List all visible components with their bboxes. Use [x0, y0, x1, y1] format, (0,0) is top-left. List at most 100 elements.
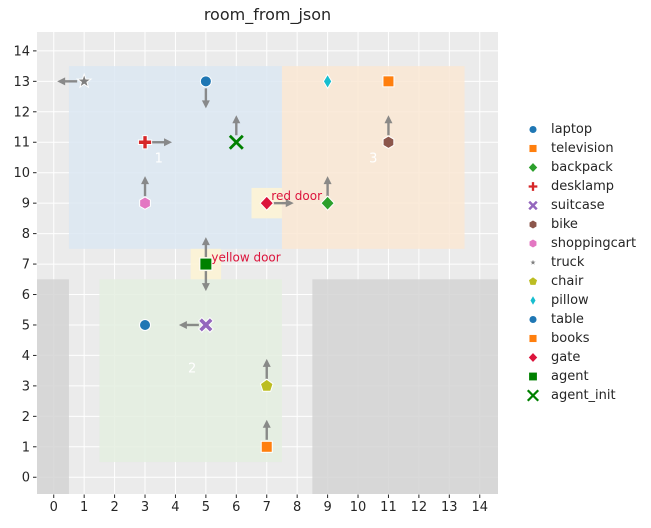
marker-desklamp	[137, 135, 153, 150]
marker-pillow	[322, 73, 333, 90]
x-tick-label-6: 6	[232, 500, 240, 515]
y-tick-label-14: 14	[13, 44, 30, 59]
legend-item-shoppingcart: shoppingcart	[524, 234, 636, 253]
x-tick-label-3: 3	[141, 500, 149, 515]
y-tick-label-3: 3	[22, 379, 30, 394]
region-wall-right	[312, 279, 498, 494]
arrow-chair-up	[262, 358, 271, 379]
legend-marker-agent-icon	[528, 371, 538, 382]
legend-item-truck: truck	[524, 253, 636, 272]
legend-marker-books-icon	[528, 334, 538, 343]
y-tick-label-9: 9	[22, 197, 30, 212]
legend-marker-pillow-icon	[529, 294, 537, 307]
x-tick-label-10: 10	[350, 500, 367, 515]
x-tick-label-2: 2	[110, 500, 118, 515]
legend-label-pillow: pillow	[551, 293, 589, 308]
arrow-desklamp-right	[152, 138, 173, 147]
x-tick-label-4: 4	[171, 500, 179, 515]
legend-label-bike: bike	[551, 217, 578, 232]
y-tick-label-0: 0	[22, 471, 30, 486]
marker-truck	[75, 72, 93, 89]
x-tick-label-7: 7	[263, 500, 271, 515]
legend-label-chair: chair	[551, 274, 584, 289]
chart-title: room_from_json	[203, 5, 332, 24]
legend-item-table: table	[524, 310, 636, 329]
room-label-1: 1	[155, 151, 163, 166]
x-tick-label-8: 8	[293, 500, 301, 515]
legend: laptop television backpack desklamp suitcase…	[524, 120, 636, 405]
legend-item-books: books	[524, 329, 636, 348]
legend-marker-shoppingcart-icon	[528, 238, 538, 249]
marker-suitcase	[197, 316, 214, 333]
arrow-agent_init-up	[232, 115, 241, 136]
x-tick-label-12: 12	[411, 500, 428, 515]
y-tick-label-13: 13	[13, 75, 30, 90]
x-tick-label-11: 11	[380, 500, 397, 515]
legend-marker-desklamp-icon	[527, 181, 539, 192]
arrow-suitcase-left	[178, 320, 199, 329]
legend-marker-agent_init-icon	[526, 389, 540, 402]
legend-item-television: television	[524, 139, 636, 158]
region-room-1	[68, 66, 282, 249]
legend-item-suitcase: suitcase	[524, 196, 636, 215]
y-tick-label-11: 11	[13, 136, 30, 151]
legend-item-desklamp: desklamp	[524, 177, 636, 196]
legend-label-desklamp: desklamp	[551, 179, 615, 194]
y-tick-label-12: 12	[13, 105, 30, 120]
region-room-3	[281, 66, 465, 249]
legend-marker-gate-icon	[527, 351, 539, 364]
legend-marker-laptop-icon	[528, 125, 538, 134]
legend-item-agent: agent	[524, 367, 636, 386]
legend-label-agent_init: agent_init	[551, 388, 616, 403]
legend-label-table: table	[551, 312, 584, 327]
red-door-label: red door	[271, 189, 322, 203]
arrow-backpack-up	[323, 176, 332, 197]
y-tick-label-6: 6	[22, 288, 30, 303]
y-tick-label-5: 5	[22, 318, 30, 333]
legend-marker-television-icon	[528, 144, 538, 153]
arrow-shoppingcart-up	[141, 176, 150, 197]
marker-bike	[382, 135, 395, 150]
arrow-agent-up	[201, 237, 210, 258]
arrow-bike-up	[384, 115, 393, 136]
y-tick-label-4: 4	[22, 349, 30, 364]
x-tick-label-14: 14	[471, 500, 488, 515]
marker-laptop	[199, 75, 212, 88]
legend-item-chair: chair	[524, 272, 636, 291]
x-tick-label-5: 5	[202, 500, 210, 515]
x-tick-label-1: 1	[80, 500, 88, 515]
marker-backpack	[320, 195, 335, 211]
arrow-gate-right	[273, 199, 294, 208]
legend-label-shoppingcart: shoppingcart	[551, 236, 637, 251]
arrow-agent-down	[201, 271, 210, 292]
room-label-2: 2	[188, 362, 196, 377]
region-wall-left	[37, 279, 69, 494]
y-tick-label-8: 8	[22, 227, 30, 242]
legend-item-bike: bike	[524, 215, 636, 234]
legend-label-laptop: laptop	[551, 122, 593, 137]
marker-books	[260, 440, 273, 453]
x-tick-label-13: 13	[441, 500, 458, 515]
marker-agent_init	[228, 134, 244, 150]
y-tick-label-1: 1	[22, 440, 30, 455]
region-room-2	[99, 279, 282, 463]
legend-label-agent: agent	[551, 369, 589, 384]
arrow-truck-left	[57, 77, 78, 86]
arrow-laptop-down	[201, 88, 210, 109]
legend-item-pillow: pillow	[524, 291, 636, 310]
room-label-3: 3	[369, 151, 377, 166]
yellow-door-label: yellow door	[211, 251, 280, 265]
legend-item-backpack: backpack	[524, 158, 636, 177]
marker-agent	[199, 257, 213, 271]
x-tick-label-0: 0	[50, 500, 58, 515]
legend-label-truck: truck	[551, 255, 585, 270]
legend-marker-suitcase-icon	[527, 199, 539, 212]
legend-item-gate: gate	[524, 348, 636, 367]
arrow-books-up	[262, 419, 271, 440]
legend-label-television: television	[551, 141, 614, 156]
legend-marker-truck-icon	[527, 257, 539, 267]
y-tick-label-7: 7	[22, 258, 30, 273]
legend-marker-table-icon	[528, 315, 538, 324]
